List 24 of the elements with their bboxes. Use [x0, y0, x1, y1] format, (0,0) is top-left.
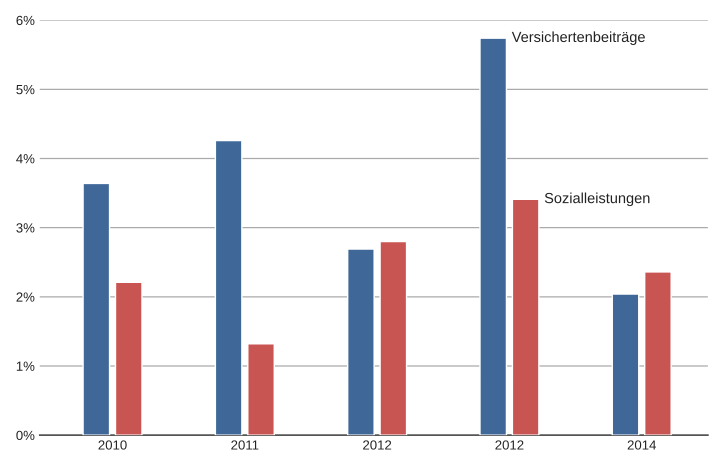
bar: [479, 37, 508, 436]
x-tick-label: 2012: [495, 440, 524, 450]
bar: [114, 282, 143, 436]
bar: [247, 343, 275, 436]
bar: [512, 198, 540, 436]
bar: [644, 271, 672, 436]
x-tick-label: 2011: [231, 440, 258, 450]
bar: [214, 140, 243, 436]
series-label: Versichertenbeiträge: [512, 31, 645, 45]
bar: [612, 293, 640, 436]
x-tick-label: 2014: [628, 440, 656, 450]
series-label: Sozialleistungen: [544, 192, 650, 206]
y-tick-label: 5%: [16, 84, 34, 94]
x-tick-label: 2012: [363, 440, 392, 450]
y-tick-label: 2%: [16, 292, 34, 302]
y-tick-label: 4%: [16, 154, 34, 164]
x-tick-label: 2010: [98, 440, 127, 450]
y-tick-label: 1%: [16, 362, 34, 371]
y-tick-label: 6%: [16, 16, 34, 26]
bar: [346, 248, 375, 436]
bar: [379, 240, 408, 436]
y-tick-label: 0%: [16, 430, 34, 440]
y-tick-label: 3%: [16, 223, 34, 233]
bar: [82, 182, 110, 436]
